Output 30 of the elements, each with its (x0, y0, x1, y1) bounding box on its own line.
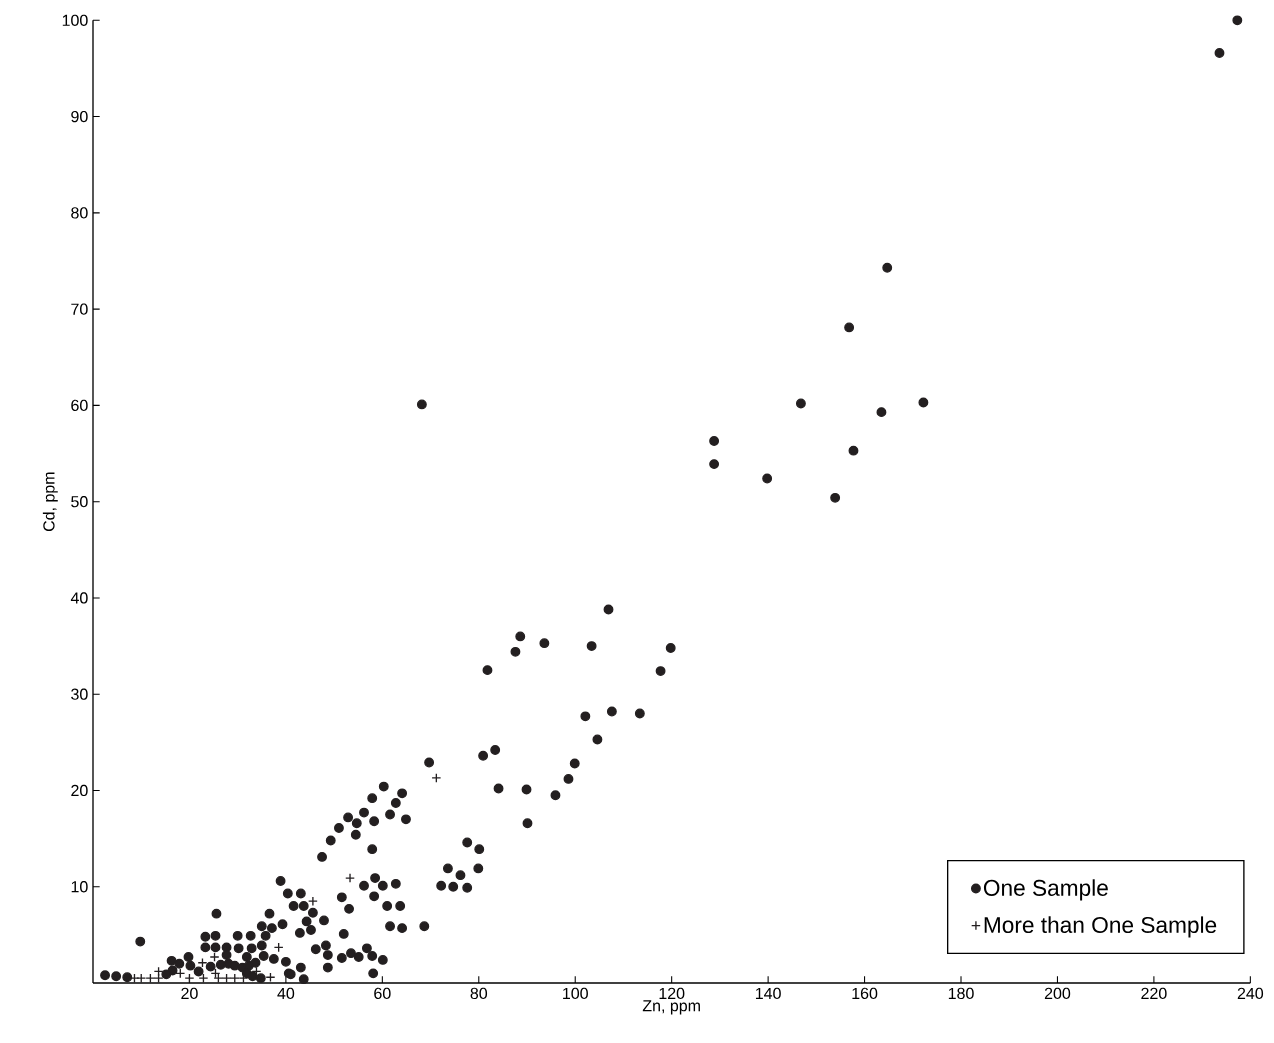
x-tick-label: 200 (1044, 987, 1071, 1000)
point (307, 896, 318, 907)
x-tick-label: 140 (755, 987, 781, 1000)
y-axis-title: Cd, ppm (42, 472, 58, 532)
point (345, 873, 355, 884)
y-tick-label: 60 (71, 399, 88, 412)
x-tick-label: 100 (563, 987, 588, 1000)
x-tick-label: 120 (659, 987, 685, 1000)
x-axis-title: Zn, ppm (642, 1000, 700, 1015)
y-tick-label: 70 (71, 303, 88, 315)
y-tick-label: 50 (71, 496, 88, 508)
legend-label: More than One Sample (984, 916, 1217, 938)
x-tick-label: 40 (277, 987, 295, 1000)
y-tick-label: 30 (71, 688, 88, 700)
y-tick-label: 100 (62, 14, 88, 26)
point (431, 773, 442, 783)
y-tick-label: 20 (71, 784, 88, 797)
x-tick-label: 160 (852, 987, 878, 1000)
y-tick-label: 90 (71, 110, 88, 123)
x-tick-label: 180 (948, 987, 974, 1000)
x-tick-label: 60 (374, 987, 391, 1000)
point (209, 952, 220, 962)
x-tick-label: 20 (181, 987, 198, 1000)
x-tick-label: 220 (1141, 987, 1167, 1000)
x-tick-label: 240 (1237, 987, 1264, 1000)
y-tick-label: 80 (71, 207, 88, 219)
y-tick-label: 10 (71, 881, 88, 893)
legend-label: One Sample (983, 879, 1108, 901)
x-tick-label: 80 (470, 987, 488, 1000)
y-tick-label: 40 (70, 592, 88, 604)
